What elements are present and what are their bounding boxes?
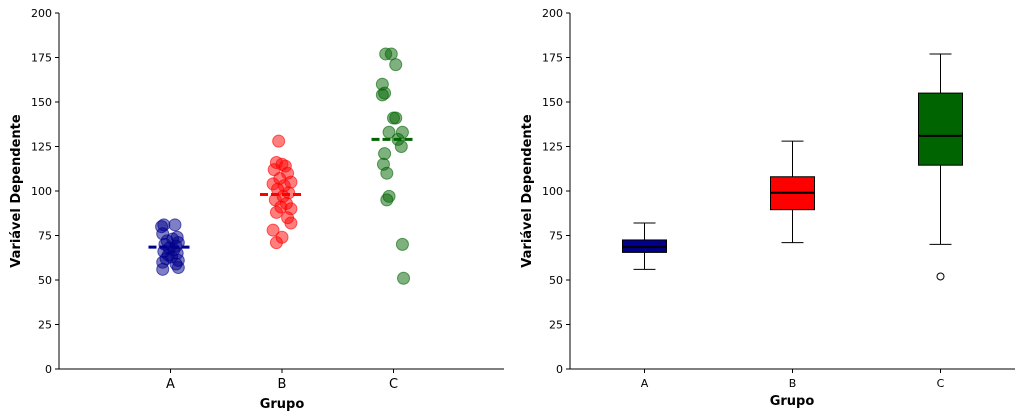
data-point-B (269, 205, 283, 219)
y-tick-label: 25 (38, 319, 52, 332)
x-tick-label: B (278, 377, 287, 392)
box-plot-chart: Grupo Variável Dependente 0 25 50 75 100 125 1… (520, 7, 1015, 409)
y-tick-label: 150 (542, 96, 563, 109)
data-point-C (375, 88, 389, 102)
data-point-B (272, 134, 286, 148)
data-point-C (380, 193, 394, 207)
y-tick-label: 125 (542, 141, 563, 154)
data-point-C (397, 271, 411, 285)
y-tick-label: 75 (38, 230, 52, 243)
y-tick-label: 125 (31, 141, 52, 154)
x-tick-label: A (166, 377, 175, 392)
y-tick-label: 100 (31, 185, 52, 198)
y-tick-label: 0 (45, 363, 52, 376)
y-tick-label: 100 (542, 185, 563, 198)
x-tick-label: C (937, 377, 945, 390)
y-tick-label: 200 (542, 7, 563, 20)
data-point-A (171, 261, 185, 275)
data-point-A (168, 218, 182, 232)
x-tick-label: C (389, 377, 398, 392)
y-tick-label: 50 (549, 274, 563, 287)
x-axis-title: Grupo (260, 397, 305, 412)
y-tick-label: 200 (31, 7, 52, 20)
data-point-B (284, 216, 298, 230)
y-tick-label: 25 (549, 319, 563, 332)
data-point-C (378, 147, 392, 161)
y-tick-label: 0 (556, 363, 563, 376)
data-point-C (387, 111, 400, 125)
data-point-C (394, 140, 408, 153)
data-point-B (266, 223, 280, 237)
box-C (918, 92, 963, 166)
data-point-C (389, 58, 403, 72)
x-tick-label: B (789, 377, 797, 390)
outlier-C (936, 272, 945, 281)
y-tick-label: 50 (38, 274, 52, 287)
y-tick-label: 175 (31, 52, 52, 65)
y-tick-label: 175 (542, 52, 563, 65)
data-point-A (156, 262, 170, 276)
data-point-C (395, 237, 409, 251)
y-tick-label: 150 (31, 96, 52, 109)
strip-chart: Grupo Variável Dependente 0 25 50 75 100 125 1… (9, 7, 504, 412)
data-point-B (269, 236, 283, 250)
x-tick-label: A (641, 377, 649, 390)
data-point-C (380, 166, 394, 180)
x-axis-title: Grupo (770, 394, 815, 409)
y-tick-label: 75 (549, 230, 563, 243)
y-axis-title: Variável Dependente (520, 114, 535, 268)
y-axis-title: Variável Dependente (9, 114, 24, 268)
